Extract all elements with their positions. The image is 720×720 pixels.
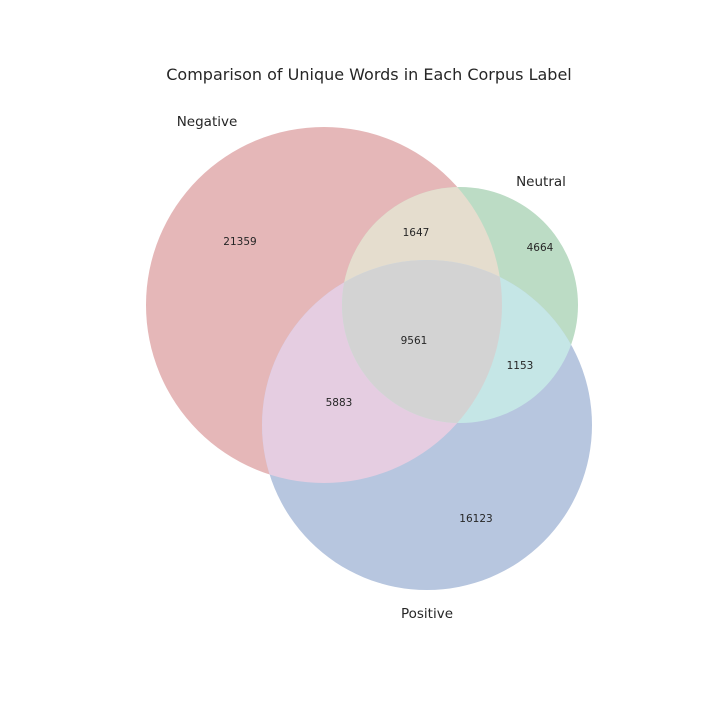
neutral-only-count: 4664 [527, 242, 554, 254]
neutral-positive-count: 1153 [507, 360, 534, 372]
all-three-count: 9561 [401, 335, 428, 347]
positive-set-label: Positive [401, 606, 453, 622]
negative-only-count: 21359 [223, 236, 256, 248]
negative-positive-overlap [262, 260, 502, 483]
positive-only-count: 16123 [459, 513, 492, 525]
chart-title: Comparison of Unique Words in Each Corpu… [166, 65, 572, 84]
negative-neutral-count: 1647 [403, 227, 430, 239]
negative-set-label: Negative [177, 114, 238, 130]
negative-positive-count: 5883 [326, 397, 353, 409]
neutral-set-label: Neutral [516, 174, 566, 190]
